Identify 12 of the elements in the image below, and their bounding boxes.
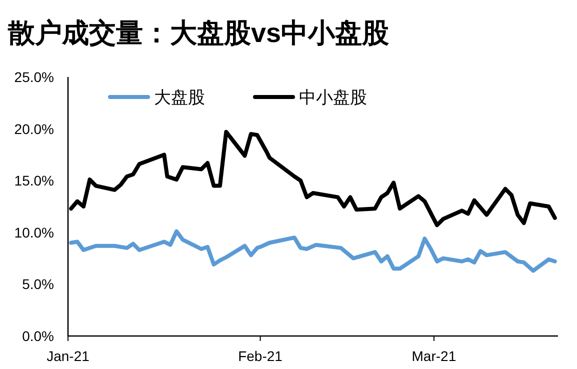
x-tick-label: Feb-21 [238, 348, 283, 364]
y-tick-label: 0.0% [22, 328, 54, 344]
x-tick-label: Jan-21 [46, 348, 90, 364]
legend-label: 大盘股 [154, 88, 205, 107]
legend-label: 中小盘股 [299, 88, 367, 107]
y-tick-label: 5.0% [22, 276, 54, 292]
x-tick-label: Mar-21 [412, 348, 456, 364]
y-tick-label: 15.0% [14, 172, 54, 189]
title: 散户成交量：大盘股vs中小盘股 [8, 18, 390, 48]
y-tick-label: 20.0% [14, 120, 54, 137]
y-tick-label: 25.0% [14, 69, 54, 85]
y-tick-label: 10.0% [14, 224, 54, 240]
